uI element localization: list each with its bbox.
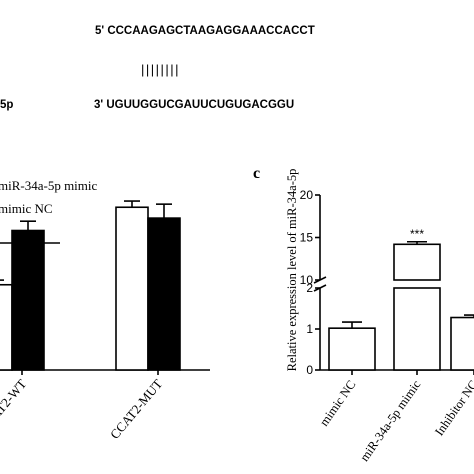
significance-stars: ** <box>23 229 33 243</box>
panel-c-label: c <box>253 165 260 182</box>
significance-stars: *** <box>410 227 424 241</box>
y-tick-label: 10 <box>300 273 314 287</box>
bar-ccat2-wt-0 <box>0 283 13 371</box>
bar-mir-34a-5p-mimic-lower <box>393 287 441 371</box>
bar-ccat2-mut-1 <box>147 217 181 371</box>
y-tick-label: 2 <box>306 281 313 295</box>
bar-mimic-nc <box>328 327 376 371</box>
y-tick-label: 1 <box>306 322 313 336</box>
y-tick-label: 20 <box>300 188 314 202</box>
y-tick-label: 15 <box>300 231 314 245</box>
x-tick-label: mimic NC <box>317 378 359 429</box>
axis-break-mark <box>313 284 327 292</box>
mirna-sequence-bottom: 3' UGUUGGUCGAUUCUGUGACGGU <box>94 99 294 111</box>
legend-entry-nc: mimic NC <box>0 201 53 216</box>
panel-b-chart: miR-34a-5p mimic mimic NC CCAT2-WT CCAT2-… <box>0 178 210 442</box>
bar-ccat2-wt-1 <box>11 229 45 371</box>
x-tick-label: CCAT2-MUT <box>107 376 165 442</box>
mirna-name-fragment: 5p <box>0 99 13 111</box>
legend-entry-mimic: miR-34a-5p mimic <box>0 178 98 193</box>
axis-break-mark <box>313 276 327 284</box>
x-tick-label: Inhibitor NC <box>432 378 474 439</box>
bar-ccat2-mut-0 <box>115 206 149 371</box>
mrna-sequence-top: 5' CCCAAGAGCTAAGAGGAAACCACCT <box>95 25 315 37</box>
pairing-lines: |||||||| <box>141 62 180 77</box>
bar-inhibitor-nc <box>450 316 474 371</box>
y-axis-label: Relative expression level of miR-34a-5p <box>285 169 299 372</box>
bar-mir-34a-5p-mimic-upper <box>393 243 441 281</box>
panel-c-chart: c Relative expression level of miR-34a-5… <box>253 165 474 464</box>
x-tick-label: miR-34a-5p mimic <box>357 377 423 464</box>
y-tick-label: 0 <box>306 363 313 377</box>
sequence-alignment: 5' CCCAAGAGCTAAGAGGAAACCACCT |||||||| 3'… <box>0 25 315 111</box>
x-tick-label: CCAT2-WT <box>0 376 29 435</box>
